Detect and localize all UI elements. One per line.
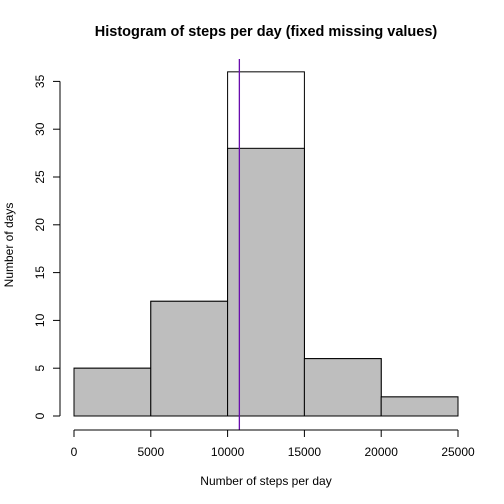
y-tick-label: 25 <box>33 170 47 184</box>
x-tick-label: 25000 <box>441 445 475 459</box>
x-tick-label: 10000 <box>211 445 245 459</box>
x-axis: 0 5000 10000 15000 20000 25000 <box>71 429 475 459</box>
histogram-bar-0 <box>73 367 152 417</box>
x-axis-label: Number of steps per day <box>200 474 331 488</box>
y-tick-label: 10 <box>33 313 47 327</box>
chart-title: Histogram of steps per day (fixed missin… <box>95 24 438 40</box>
histogram-bar-3 <box>303 358 382 417</box>
x-tick-label: 15000 <box>288 445 322 459</box>
histogram-bar-1 <box>150 300 229 417</box>
y-axis: 0 5 10 15 20 25 30 35 <box>33 74 61 419</box>
y-tick-label: 20 <box>33 218 47 232</box>
y-tick-label: 5 <box>33 365 47 372</box>
y-tick-label: 35 <box>33 74 47 88</box>
x-tick-label: 5000 <box>137 445 164 459</box>
histogram-bar-2 <box>227 147 305 417</box>
y-axis-label: Number of days <box>2 203 16 288</box>
bars-layer <box>73 71 459 417</box>
y-tick-label: 0 <box>33 412 47 419</box>
y-tick-label: 30 <box>33 122 47 136</box>
y-tick-label: 15 <box>33 266 47 280</box>
histogram-bar-4 <box>380 396 459 417</box>
x-tick-label: 0 <box>71 445 78 459</box>
x-tick-label: 20000 <box>365 445 399 459</box>
